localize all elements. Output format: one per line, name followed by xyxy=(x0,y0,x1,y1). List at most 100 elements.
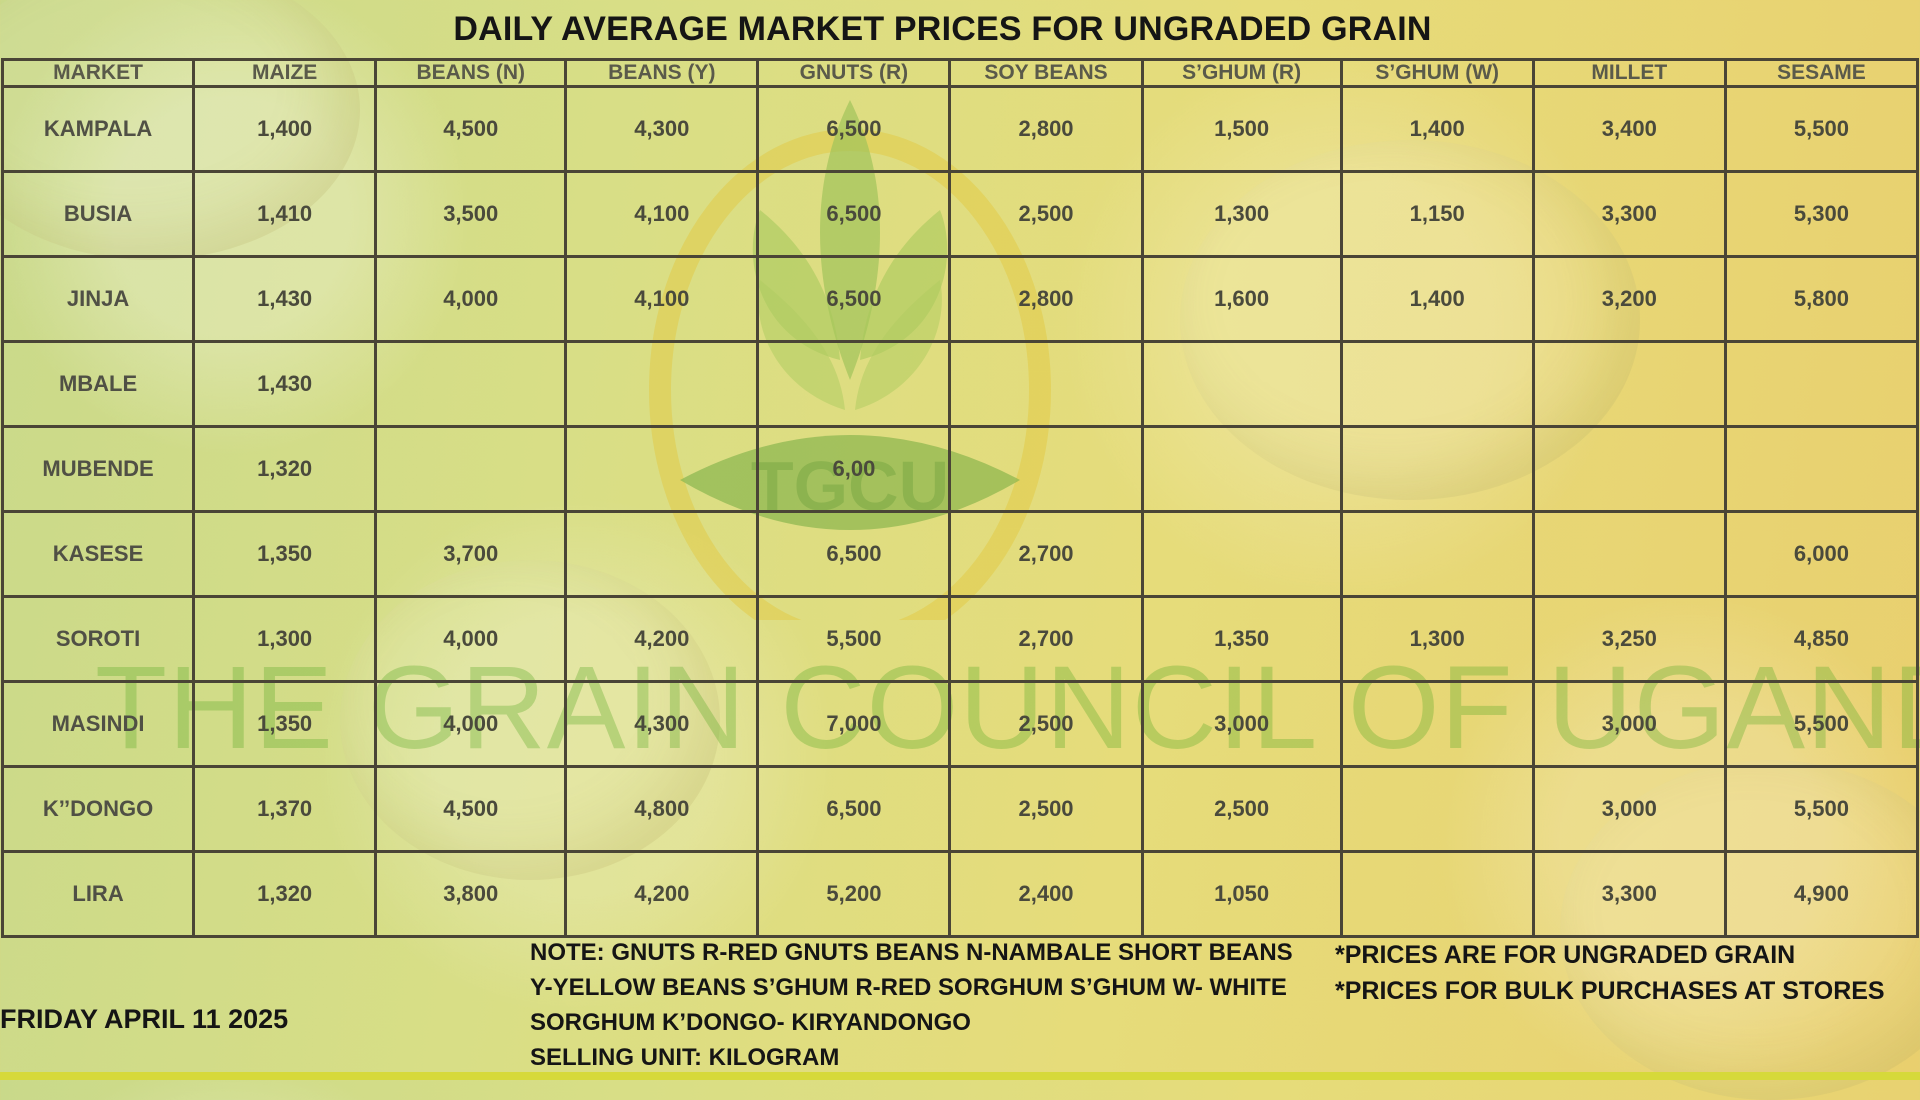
price-cell xyxy=(1140,510,1343,598)
price-cell xyxy=(1723,425,1920,513)
market-name-cell: KASESE xyxy=(0,510,196,598)
table-row: MASINDI 1,350 4,000 4,300 7,000 2,500 3,000 3,0… xyxy=(0,680,1920,768)
price-cell: 4,300 xyxy=(564,85,760,173)
table-row: LIRA 1,320 3,800 4,200 5,200 2,400 1,050 3,300 4… xyxy=(0,850,1920,938)
market-name-cell: K’’DONGO xyxy=(0,765,196,853)
note-line: Y-YELLOW BEANS S’GHUM R-RED SORGHUM S’GH… xyxy=(530,974,1287,1001)
report-date: FRIDAY APRIL 11 2025 xyxy=(0,1004,289,1034)
price-cell: 1,320 xyxy=(192,425,378,513)
column-header: SOY BEANS xyxy=(948,58,1144,88)
price-cell: 1,600 xyxy=(1140,255,1343,343)
price-cell: 2,500 xyxy=(948,680,1144,768)
price-cell: 2,400 xyxy=(948,850,1144,938)
price-cell xyxy=(564,510,760,598)
price-disclaimers: *PRICES ARE FOR UNGRADED GRAIN *PRICES F… xyxy=(1335,937,1885,1009)
price-cell xyxy=(1339,425,1535,513)
page-title: DAILY AVERAGE MARKET PRICES FOR UNGRADED… xyxy=(453,10,1432,48)
column-header: MARKET xyxy=(0,58,196,88)
price-cell: 1,430 xyxy=(192,340,378,428)
price-cell: 2,800 xyxy=(948,255,1144,343)
price-cell: 1,370 xyxy=(192,765,378,853)
footer-bar xyxy=(0,1072,1920,1080)
price-cell xyxy=(948,340,1144,428)
price-cell xyxy=(1339,680,1535,768)
price-cell: 1,500 xyxy=(1140,85,1343,173)
price-cell: 3,300 xyxy=(1531,850,1727,938)
note-line: NOTE: GNUTS R-RED GNUTS BEANS N-NAMBALE … xyxy=(530,939,1293,966)
price-cell: 2,700 xyxy=(948,510,1144,598)
disclaimer-line: *PRICES ARE FOR UNGRADED GRAIN xyxy=(1335,941,1796,969)
price-cell: 4,800 xyxy=(564,765,760,853)
price-cell: 2,500 xyxy=(948,170,1144,258)
table-header-row: MARKET MAIZE BEANS (N) BEANS (Y) GNUTS (R) SO… xyxy=(0,58,1920,88)
price-cell: 3,000 xyxy=(1531,765,1727,853)
price-cell: 1,400 xyxy=(1339,85,1535,173)
price-cell xyxy=(1339,765,1535,853)
market-name-cell: BUSIA xyxy=(0,170,196,258)
price-cell: 3,700 xyxy=(374,510,568,598)
price-cell: 2,500 xyxy=(948,765,1144,853)
price-cell: 4,850 xyxy=(1723,595,1920,683)
price-cell: 5,800 xyxy=(1723,255,1920,343)
price-cell: 3,000 xyxy=(1531,680,1727,768)
column-header: MILLET xyxy=(1531,58,1727,88)
market-name-cell: KAMPALA xyxy=(0,85,196,173)
column-header: GNUTS (R) xyxy=(756,58,952,88)
market-name-cell: LIRA xyxy=(0,850,196,938)
price-cell: 2,700 xyxy=(948,595,1144,683)
table-row: KAMPALA 1,400 4,500 4,300 6,500 2,800 1,500 1,4… xyxy=(0,85,1920,173)
price-cell: 2,500 xyxy=(1140,765,1343,853)
market-name-cell: MUBENDE xyxy=(0,425,196,513)
price-cell: 1,300 xyxy=(1339,595,1535,683)
column-header: BEANS (Y) xyxy=(564,58,760,88)
column-header: SESAME xyxy=(1723,58,1920,88)
price-cell: 5,500 xyxy=(1723,765,1920,853)
price-cell: 3,800 xyxy=(374,850,568,938)
market-name-cell: MBALE xyxy=(0,340,196,428)
price-cell: 3,000 xyxy=(1140,680,1343,768)
table-row: JINJA 1,430 4,000 4,100 6,500 2,800 1,600 1,400… xyxy=(0,255,1920,343)
column-header: MAIZE xyxy=(192,58,378,88)
market-name-cell: JINJA xyxy=(0,255,196,343)
price-cell xyxy=(374,425,568,513)
column-header: BEANS (N) xyxy=(374,58,568,88)
price-cell: 4,000 xyxy=(374,680,568,768)
price-cell: 4,200 xyxy=(564,595,760,683)
price-cell: 7,000 xyxy=(756,680,952,768)
note-line: SORGHUM K’DONGO- KIRYANDONGO xyxy=(530,1009,971,1036)
note-line: SELLING UNIT: KILOGRAM xyxy=(530,1044,840,1071)
price-cell: 1,350 xyxy=(192,510,378,598)
price-cell: 1,150 xyxy=(1339,170,1535,258)
market-name-cell: MASINDI xyxy=(0,680,196,768)
price-cell: 1,410 xyxy=(192,170,378,258)
price-cell: 3,500 xyxy=(374,170,568,258)
price-cell: 1,350 xyxy=(192,680,378,768)
price-cell xyxy=(564,340,760,428)
price-cell: 4,500 xyxy=(374,765,568,853)
price-cell: 1,300 xyxy=(192,595,378,683)
price-cell: 3,250 xyxy=(1531,595,1727,683)
price-cell: 4,100 xyxy=(564,255,760,343)
abbreviation-notes: NOTE: GNUTS R-RED GNUTS BEANS N-NAMBALE … xyxy=(530,935,1320,1075)
column-header: S’GHUM (W) xyxy=(1339,58,1535,88)
price-cell: 1,350 xyxy=(1140,595,1343,683)
price-cell xyxy=(756,340,952,428)
price-cell: 4,900 xyxy=(1723,850,1920,938)
price-cell: 5,500 xyxy=(1723,680,1920,768)
price-cell: 5,200 xyxy=(756,850,952,938)
price-cell: 1,300 xyxy=(1140,170,1343,258)
price-cell xyxy=(1531,510,1727,598)
price-cell: 4,100 xyxy=(564,170,760,258)
price-table: MARKET MAIZE BEANS (N) BEANS (Y) GNUTS (R) SO… xyxy=(0,58,1920,938)
price-cell: 1,320 xyxy=(192,850,378,938)
price-cell xyxy=(1339,340,1535,428)
price-cell: 6,000 xyxy=(1723,510,1920,598)
price-cell: 6,500 xyxy=(756,765,952,853)
disclaimer-line: *PRICES FOR BULK PURCHASES AT STORES xyxy=(1335,977,1885,1005)
table-row: K’’DONGO 1,370 4,500 4,800 6,500 2,500 2,500 3,… xyxy=(0,765,1920,853)
price-cell: 5,500 xyxy=(1723,85,1920,173)
price-cell: 5,500 xyxy=(756,595,952,683)
price-cell xyxy=(1140,340,1343,428)
price-cell: 6,500 xyxy=(756,510,952,598)
price-cell: 3,300 xyxy=(1531,170,1727,258)
